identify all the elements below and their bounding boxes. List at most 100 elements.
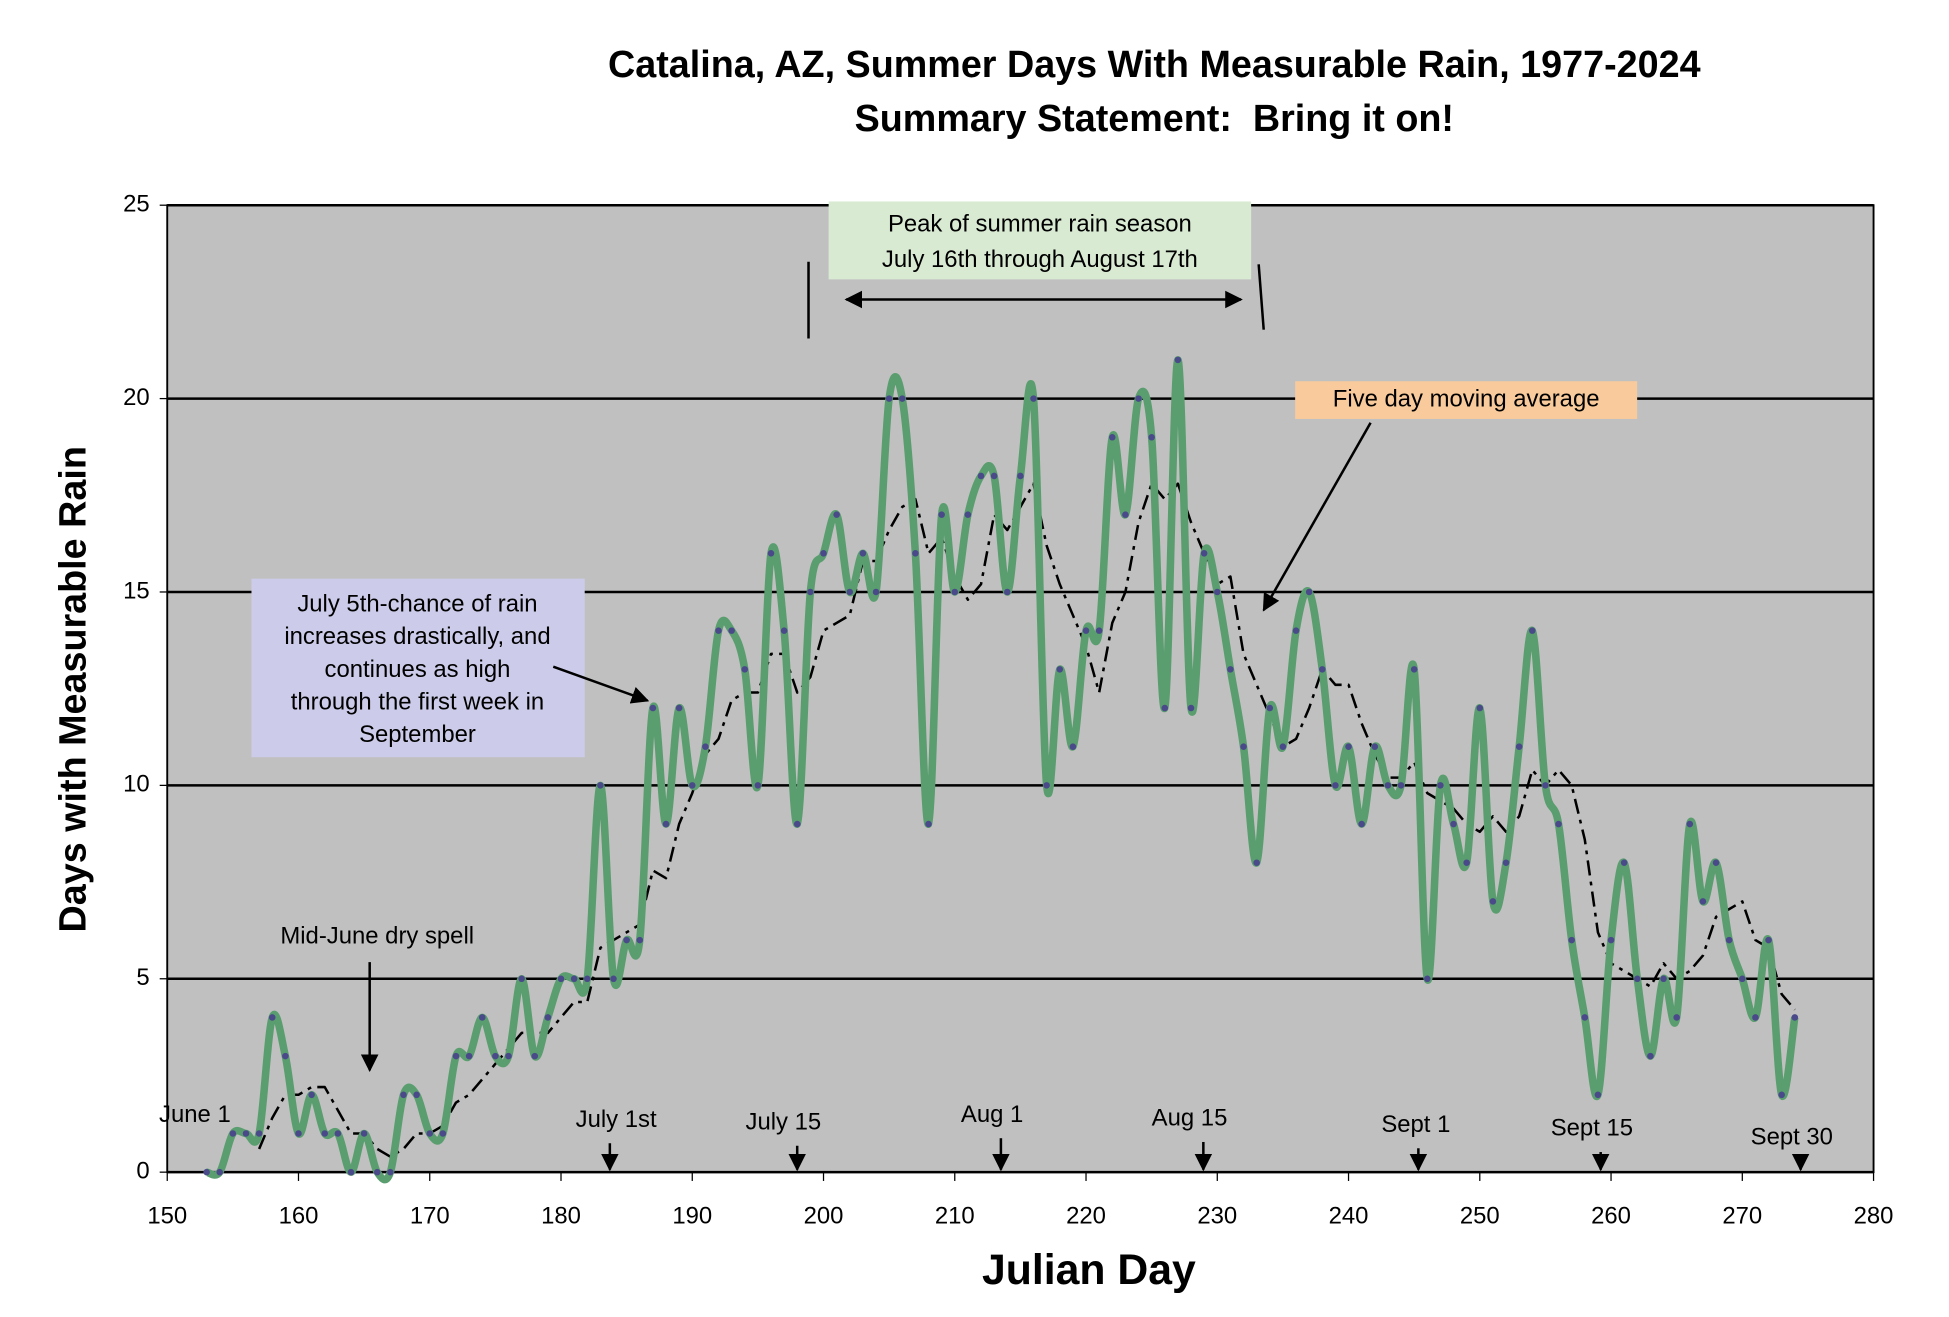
data-point (242, 1130, 250, 1137)
date-label: Sept 15 (1551, 1115, 1633, 1142)
y-tick-label: 10 (123, 771, 150, 798)
data-point (295, 1130, 302, 1137)
data-point (1765, 936, 1772, 944)
data-point (780, 627, 788, 634)
data-point (1017, 472, 1024, 480)
arrow (552, 665, 650, 704)
y-tick-label: 5 (136, 964, 149, 991)
data-point (1437, 782, 1444, 789)
data-point (1634, 975, 1641, 983)
data-point (1686, 820, 1694, 828)
data-point (557, 975, 565, 983)
data-point (1660, 975, 1667, 983)
data-point (1109, 434, 1116, 441)
x-tick-label: 220 (1066, 1203, 1106, 1230)
data-point (1581, 1014, 1589, 1021)
data-point (715, 627, 722, 634)
data-point (1253, 859, 1260, 866)
data-point (1620, 859, 1628, 866)
annotation: September (359, 721, 476, 748)
data-point (1371, 743, 1379, 750)
annotation-box (251, 578, 585, 758)
data-point (1043, 782, 1050, 789)
data-point (1305, 588, 1313, 596)
y-axis-label: Days with Measurable Rain (51, 446, 93, 932)
annotation-box (828, 201, 1252, 280)
data-point (1712, 859, 1720, 866)
data-point (347, 1168, 355, 1176)
data-point (1778, 1091, 1785, 1099)
data-point (1161, 704, 1169, 712)
data-point (360, 1130, 368, 1137)
annotation: increases drastically, and (284, 623, 550, 650)
bracket (1257, 264, 1265, 330)
data-point (505, 1052, 512, 1060)
data-point (1135, 395, 1142, 402)
data-point (1673, 1014, 1680, 1021)
data-point (1319, 666, 1326, 673)
data-point (1791, 1014, 1799, 1021)
arrow (1262, 422, 1372, 612)
annotation: July 16th through August 17th (882, 246, 1198, 273)
data-point (898, 395, 906, 402)
data-point (1463, 859, 1470, 866)
data-point (1292, 627, 1300, 634)
data-point (912, 550, 919, 557)
data-point (1240, 743, 1247, 750)
annotation: Five day moving average (1333, 385, 1600, 412)
date-label: Sept 1 (1381, 1111, 1450, 1138)
data-point (478, 1014, 486, 1021)
data-point (872, 588, 880, 596)
annotation-box (1295, 381, 1638, 419)
x-tick-label: 160 (279, 1203, 319, 1230)
data-point (1410, 666, 1418, 673)
data-point (1332, 782, 1339, 789)
data-point (662, 820, 670, 828)
data-point (1752, 1014, 1759, 1021)
data-point (1502, 859, 1510, 866)
data-point (636, 936, 644, 944)
date-label: Aug 1 (961, 1101, 1023, 1128)
data-point (400, 1091, 407, 1099)
data-point (938, 511, 945, 518)
date-label: Aug 15 (1152, 1105, 1228, 1132)
date-label: June 1 (159, 1101, 231, 1128)
x-tick-label: 260 (1591, 1203, 1631, 1230)
data-point (1568, 936, 1575, 944)
data-point (387, 1168, 394, 1176)
data-point (702, 743, 709, 750)
x-tick-label: 200 (804, 1203, 844, 1230)
data-point (1555, 820, 1562, 828)
data-point (951, 588, 959, 596)
data-point (675, 704, 683, 712)
data-point (413, 1091, 420, 1099)
data-point (426, 1130, 434, 1137)
data-point (583, 975, 591, 983)
data-point (767, 550, 775, 557)
data-point (1056, 666, 1064, 673)
data-point (728, 627, 735, 634)
data-point (807, 588, 814, 596)
x-tick-label: 250 (1460, 1203, 1500, 1230)
data-point (1529, 627, 1536, 634)
data-point (321, 1130, 329, 1137)
y-tick-label: 20 (123, 384, 150, 411)
data-point (623, 936, 630, 944)
data-point (1384, 782, 1392, 789)
data-point (1004, 588, 1011, 596)
chart-title: Catalina, AZ, Summer Days With Measurabl… (608, 43, 1701, 85)
data-point (1227, 666, 1234, 673)
data-point (925, 820, 932, 828)
data-point (597, 782, 604, 789)
data-point (1122, 511, 1129, 518)
data-point (1148, 434, 1155, 441)
x-tick-label: 210 (935, 1203, 975, 1230)
x-tick-label: 280 (1854, 1203, 1894, 1230)
data-point (308, 1091, 315, 1099)
data-point (1214, 588, 1221, 596)
data-point (465, 1052, 473, 1060)
data-point (1739, 975, 1746, 983)
x-tick-label: 230 (1197, 1203, 1237, 1230)
data-point (610, 975, 617, 983)
